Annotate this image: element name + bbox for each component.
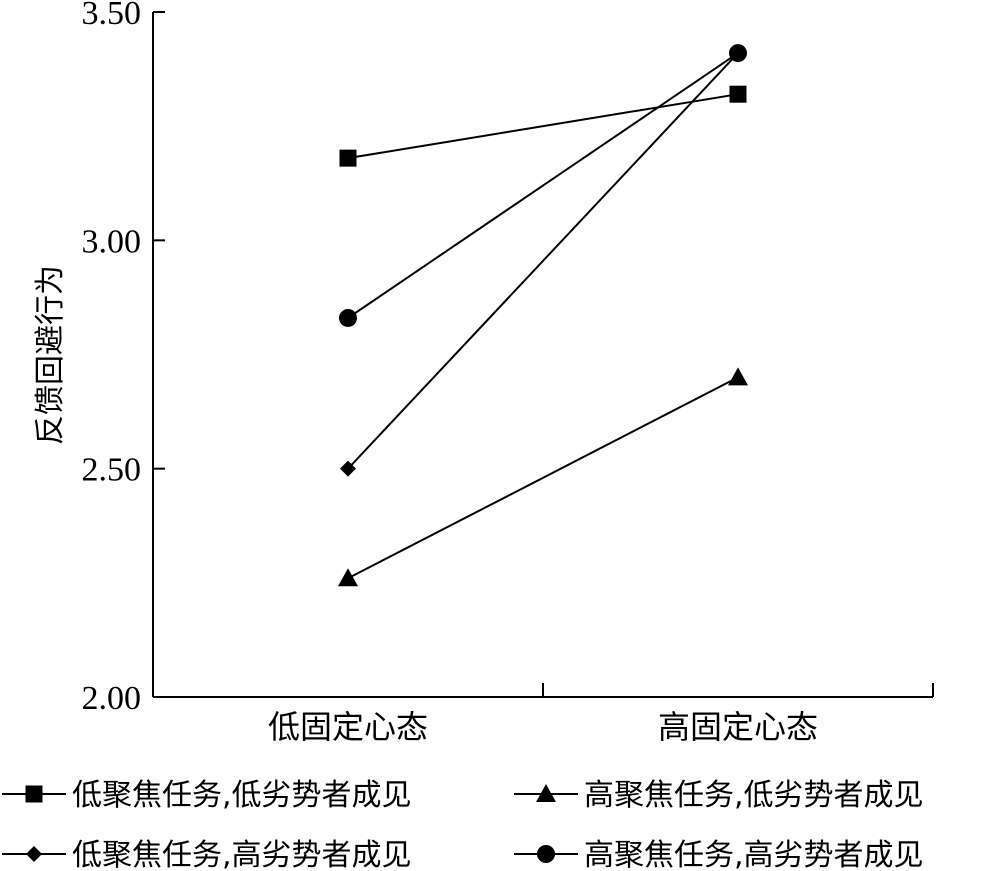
data-point-triangle bbox=[728, 367, 748, 386]
series-line bbox=[347, 52, 739, 470]
legend-item: 高聚焦任务,低劣势者成见 bbox=[514, 778, 924, 813]
data-point-circle bbox=[729, 44, 747, 63]
series-line bbox=[347, 52, 739, 319]
legend-marker-circle bbox=[537, 845, 555, 863]
y-axis-label: 反馈回避行为 bbox=[33, 265, 68, 445]
data-point-circle bbox=[339, 308, 357, 327]
legend-item: 低聚焦任务,低劣势者成见 bbox=[2, 778, 412, 813]
x-tick-label: 低固定心态 bbox=[268, 708, 428, 746]
legend-marker-square bbox=[25, 785, 43, 803]
data-point-square bbox=[729, 85, 747, 103]
y-tick-label: 2.50 bbox=[82, 452, 142, 489]
data-point-square bbox=[339, 149, 357, 167]
data-point-diamond bbox=[340, 460, 356, 477]
y-tick-label: 3.00 bbox=[82, 223, 142, 260]
series-line bbox=[347, 376, 739, 580]
legend-item: 低聚焦任务,高劣势者成见 bbox=[2, 838, 412, 871]
x-tick-label: 高固定心态 bbox=[658, 708, 818, 746]
series-line bbox=[347, 93, 739, 160]
y-tick-label: 3.50 bbox=[82, 0, 142, 32]
data-point-triangle bbox=[338, 568, 358, 587]
axes: 2.00 2.50 3.00 3.50 低固定心态 高固定心态 bbox=[82, 0, 934, 746]
legend-item: 高聚焦任务,高劣势者成见 bbox=[514, 838, 924, 871]
legend-marker-triangle bbox=[536, 784, 556, 802]
legend-label: 高聚焦任务,高劣势者成见 bbox=[584, 838, 924, 871]
series-layer bbox=[338, 44, 748, 587]
legend-label: 高聚焦任务,低劣势者成见 bbox=[584, 778, 924, 813]
legend-marker-diamond bbox=[26, 846, 42, 862]
legend-label: 低聚焦任务,高劣势者成见 bbox=[72, 838, 412, 871]
legend-label: 低聚焦任务,低劣势者成见 bbox=[72, 778, 412, 813]
y-tick-label: 2.00 bbox=[82, 680, 142, 717]
